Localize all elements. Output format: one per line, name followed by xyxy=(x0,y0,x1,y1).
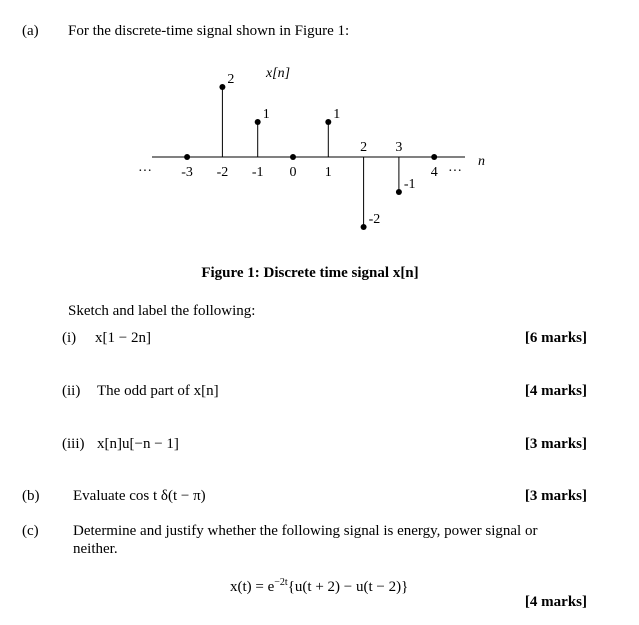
y-label: x[n] xyxy=(265,66,290,81)
value-label: -2 xyxy=(369,212,381,227)
item-text: x[n]u[−n − 1] xyxy=(97,436,179,452)
item-text: x[1 − 2n] xyxy=(95,330,151,346)
item-label: (ii) xyxy=(62,383,81,399)
item-label: (i) xyxy=(62,330,77,346)
stem-dot xyxy=(219,84,226,90)
stem-plot: ··· ··· x[n] n -3 -2 2 -1 1 0 1 1 2 -2 3 -1 4 xyxy=(138,66,485,230)
formula-exponent: −2t xyxy=(274,577,288,588)
n-tick-label: 2 xyxy=(360,140,367,155)
value-label: 2 xyxy=(227,72,234,87)
x-label: n xyxy=(478,154,485,169)
formula-rest: {u(t + 2) − u(t − 2)} xyxy=(287,579,409,595)
marks: [4 marks] xyxy=(524,383,587,399)
n-tick-label: 1 xyxy=(325,165,332,180)
question-text: Determine and justify whether the follow… xyxy=(73,523,538,557)
formula: x(t) = e−2t{u(t + 2) − u(t − 2)} xyxy=(230,574,408,596)
n-tick-label: 0 xyxy=(290,165,297,180)
n-tick-label: 3 xyxy=(395,140,402,155)
instruction: Sketch and label the following: xyxy=(68,303,256,319)
part-label: (a) xyxy=(22,23,39,39)
marks: [3 marks] xyxy=(524,488,587,504)
question-text: For the discrete-time signal shown in Fi… xyxy=(68,23,350,39)
ellipsis: ··· xyxy=(448,164,462,179)
n-tick-label: 4 xyxy=(431,165,438,180)
ellipsis: ··· xyxy=(138,164,152,179)
stem-dot xyxy=(431,154,438,160)
stem-dot xyxy=(325,119,332,125)
n-tick-label: -1 xyxy=(252,165,264,180)
question-text: Evaluate cos t δ(t − π) xyxy=(73,488,206,504)
stem-dot xyxy=(254,119,261,125)
figure-caption: Figure 1: Discrete time signal x[n] xyxy=(201,265,419,281)
stem-dot xyxy=(395,189,402,195)
marks: [6 marks] xyxy=(524,330,587,346)
marks: [3 marks] xyxy=(524,436,587,452)
marks: [4 marks] xyxy=(524,594,587,610)
stem-dot xyxy=(360,224,367,230)
item-text: The odd part of x[n] xyxy=(97,383,219,399)
n-tick-label: -3 xyxy=(181,165,193,180)
item-label: (iii) xyxy=(62,436,85,452)
stem-dot xyxy=(184,154,191,160)
part-label: (c) xyxy=(22,523,39,539)
value-label: 1 xyxy=(333,107,340,122)
part-label: (b) xyxy=(22,488,40,504)
value-label: -1 xyxy=(404,177,416,192)
value-label: 1 xyxy=(263,107,270,122)
stem-dot xyxy=(290,154,296,160)
formula-base: x(t) = e xyxy=(230,579,275,595)
n-tick-label: -2 xyxy=(217,165,229,180)
